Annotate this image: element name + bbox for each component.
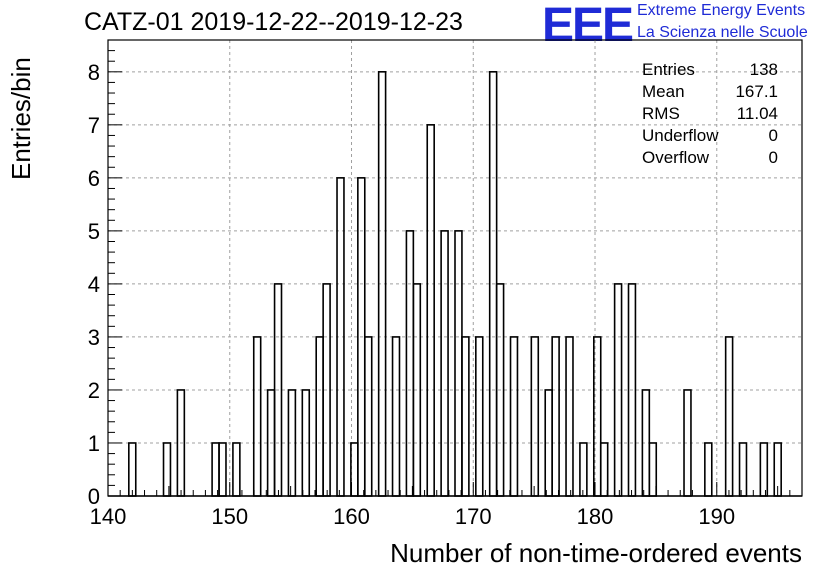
stats-value: 11.04 (736, 104, 778, 123)
histogram-bin (509, 336, 519, 497)
histogram-bin (704, 442, 713, 497)
x-tick-label: 190 (698, 504, 735, 529)
logo-subtitle-1: Extreme Energy Events (637, 2, 806, 19)
stats-value: 167.1 (735, 82, 778, 101)
histogram-bin (440, 230, 449, 497)
stats-label: Underflow (642, 126, 719, 145)
histogram-bin (461, 336, 470, 497)
y-tick-label: 1 (88, 431, 100, 456)
chart-title: CATZ-01 2019-12-22--2019-12-23 (84, 8, 463, 36)
stats-row-rms: RMS 11.04 (642, 104, 778, 126)
stats-row-overflow: Overflow 0 (642, 148, 778, 170)
x-axis-label: Number of non-time-ordered events (390, 538, 802, 568)
eee-logo: EEE (542, 0, 634, 52)
x-tick-label: 150 (211, 504, 248, 529)
y-tick-label: 8 (88, 60, 100, 85)
histogram-bin (211, 442, 220, 497)
histogram-bin (218, 442, 227, 497)
histogram-bin (454, 230, 463, 497)
logo-subtitle-2: La Scienza nelle Scuole (637, 24, 808, 41)
histogram-bin (530, 336, 540, 497)
histogram-bin (315, 336, 324, 497)
histogram-bin (551, 336, 560, 497)
y-tick-label: 5 (88, 219, 100, 244)
x-tick-label: 140 (90, 504, 127, 529)
histogram-bin (426, 124, 435, 497)
y-tick-label: 3 (88, 325, 100, 350)
histogram-bin (405, 230, 415, 497)
stats-value: 0 (768, 148, 778, 167)
stats-label: RMS (642, 104, 680, 123)
stats-row-mean: Mean 167.1 (642, 82, 778, 104)
histogram-bin (738, 442, 748, 497)
x-tick-label: 160 (333, 504, 370, 529)
histogram-bin (648, 442, 658, 497)
histogram-bin (363, 336, 373, 497)
stats-label: Mean (642, 82, 685, 101)
stats-label: Entries (642, 60, 695, 79)
stats-box: Entries 138 Mean 167.1 RMS 11.04 Underfl… (642, 60, 778, 170)
histogram-bin (252, 336, 262, 497)
stats-row-underflow: Underflow 0 (642, 126, 778, 148)
histogram-bin (579, 442, 588, 497)
stats-label: Overflow (642, 148, 710, 167)
y-axis-label: Entries/bin (6, 57, 36, 180)
y-tick-label: 0 (88, 484, 100, 509)
stats-row-entries: Entries 138 (642, 60, 778, 82)
histogram-bin (759, 442, 769, 497)
y-tick-label: 7 (88, 113, 100, 138)
y-tick-label: 6 (88, 166, 100, 191)
histogram-bin (565, 336, 574, 497)
x-tick-label: 180 (577, 504, 614, 529)
stats-value: 138 (749, 60, 778, 79)
x-tick-label: 170 (455, 504, 492, 529)
histogram-bin (391, 336, 401, 497)
histogram-bin (599, 442, 609, 497)
histogram-bin (162, 442, 172, 497)
histogram-bin (475, 336, 484, 497)
stats-value: 0 (768, 126, 778, 145)
histogram-bin (724, 336, 734, 497)
y-tick-label: 2 (88, 378, 100, 403)
histogram-bin (128, 442, 137, 497)
y-tick-label: 4 (88, 272, 100, 297)
histogram-bin (232, 442, 241, 497)
